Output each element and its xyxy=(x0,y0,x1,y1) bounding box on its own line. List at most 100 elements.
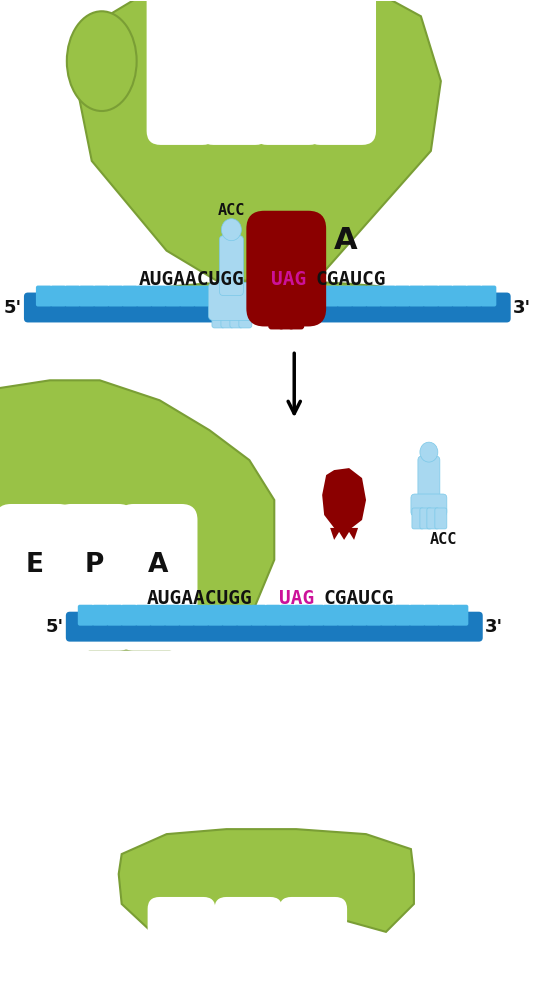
FancyBboxPatch shape xyxy=(323,605,339,626)
Text: P: P xyxy=(85,552,105,578)
Polygon shape xyxy=(330,528,358,540)
FancyBboxPatch shape xyxy=(136,605,151,626)
Text: 3': 3' xyxy=(513,299,531,317)
FancyBboxPatch shape xyxy=(308,605,324,626)
FancyBboxPatch shape xyxy=(427,508,439,529)
FancyBboxPatch shape xyxy=(412,508,424,529)
FancyBboxPatch shape xyxy=(279,897,347,976)
Ellipse shape xyxy=(122,282,431,319)
FancyBboxPatch shape xyxy=(452,605,468,626)
FancyBboxPatch shape xyxy=(265,286,281,307)
FancyBboxPatch shape xyxy=(308,286,324,307)
FancyBboxPatch shape xyxy=(420,508,432,529)
FancyBboxPatch shape xyxy=(239,299,252,328)
Text: CGAUCG: CGAUCG xyxy=(324,589,394,608)
FancyBboxPatch shape xyxy=(251,286,267,307)
FancyBboxPatch shape xyxy=(78,605,94,626)
FancyBboxPatch shape xyxy=(151,286,167,307)
Text: UAG: UAG xyxy=(279,589,315,608)
FancyBboxPatch shape xyxy=(278,302,294,329)
FancyBboxPatch shape xyxy=(219,236,244,296)
FancyBboxPatch shape xyxy=(36,286,52,307)
FancyBboxPatch shape xyxy=(237,286,253,307)
FancyBboxPatch shape xyxy=(121,605,137,626)
FancyBboxPatch shape xyxy=(93,286,109,307)
FancyBboxPatch shape xyxy=(268,302,284,329)
FancyBboxPatch shape xyxy=(147,0,216,145)
FancyBboxPatch shape xyxy=(280,286,296,307)
FancyBboxPatch shape xyxy=(250,605,266,626)
FancyBboxPatch shape xyxy=(150,605,166,626)
FancyBboxPatch shape xyxy=(452,286,468,307)
FancyBboxPatch shape xyxy=(147,897,215,976)
FancyBboxPatch shape xyxy=(136,286,152,307)
FancyBboxPatch shape xyxy=(0,504,75,651)
FancyBboxPatch shape xyxy=(193,605,209,626)
FancyBboxPatch shape xyxy=(411,494,447,516)
FancyBboxPatch shape xyxy=(246,211,326,326)
FancyBboxPatch shape xyxy=(215,897,282,976)
Text: 5': 5' xyxy=(46,618,64,636)
Text: 5': 5' xyxy=(4,299,22,317)
FancyBboxPatch shape xyxy=(294,605,310,626)
FancyBboxPatch shape xyxy=(418,456,440,509)
FancyBboxPatch shape xyxy=(288,302,304,329)
FancyBboxPatch shape xyxy=(481,286,496,307)
FancyBboxPatch shape xyxy=(466,286,482,307)
FancyBboxPatch shape xyxy=(265,605,281,626)
FancyBboxPatch shape xyxy=(437,286,453,307)
FancyBboxPatch shape xyxy=(366,286,382,307)
FancyBboxPatch shape xyxy=(423,286,439,307)
FancyBboxPatch shape xyxy=(208,286,224,307)
Ellipse shape xyxy=(222,219,241,241)
FancyBboxPatch shape xyxy=(107,605,123,626)
FancyBboxPatch shape xyxy=(230,299,243,328)
Polygon shape xyxy=(119,829,414,932)
FancyBboxPatch shape xyxy=(107,286,123,307)
FancyBboxPatch shape xyxy=(179,605,194,626)
FancyBboxPatch shape xyxy=(236,605,252,626)
FancyBboxPatch shape xyxy=(294,286,310,307)
Text: ACC: ACC xyxy=(218,203,245,218)
FancyBboxPatch shape xyxy=(24,293,511,322)
FancyBboxPatch shape xyxy=(380,286,396,307)
FancyBboxPatch shape xyxy=(222,286,238,307)
FancyBboxPatch shape xyxy=(92,605,108,626)
FancyBboxPatch shape xyxy=(423,605,439,626)
FancyBboxPatch shape xyxy=(222,605,238,626)
FancyBboxPatch shape xyxy=(165,286,181,307)
FancyBboxPatch shape xyxy=(409,286,425,307)
FancyBboxPatch shape xyxy=(65,286,81,307)
Text: AUGAACUGG: AUGAACUGG xyxy=(146,589,252,608)
Text: A: A xyxy=(334,226,358,255)
FancyBboxPatch shape xyxy=(221,299,234,328)
FancyBboxPatch shape xyxy=(208,283,254,320)
FancyBboxPatch shape xyxy=(194,286,209,307)
FancyBboxPatch shape xyxy=(279,605,295,626)
FancyBboxPatch shape xyxy=(394,286,410,307)
Ellipse shape xyxy=(420,442,438,462)
FancyBboxPatch shape xyxy=(351,286,367,307)
FancyBboxPatch shape xyxy=(435,508,447,529)
FancyBboxPatch shape xyxy=(337,286,353,307)
FancyBboxPatch shape xyxy=(212,299,225,328)
Text: ACC: ACC xyxy=(430,532,458,547)
FancyBboxPatch shape xyxy=(253,0,323,145)
FancyBboxPatch shape xyxy=(200,0,269,145)
FancyBboxPatch shape xyxy=(409,605,425,626)
FancyBboxPatch shape xyxy=(306,0,376,145)
Polygon shape xyxy=(322,468,366,530)
FancyBboxPatch shape xyxy=(79,286,95,307)
FancyBboxPatch shape xyxy=(323,286,339,307)
FancyBboxPatch shape xyxy=(179,286,195,307)
FancyBboxPatch shape xyxy=(164,605,180,626)
FancyBboxPatch shape xyxy=(380,605,396,626)
FancyBboxPatch shape xyxy=(351,605,367,626)
Text: CGAUCG: CGAUCG xyxy=(316,270,386,289)
Polygon shape xyxy=(0,380,274,650)
FancyBboxPatch shape xyxy=(66,612,483,642)
FancyBboxPatch shape xyxy=(438,605,454,626)
Text: AUGAACUGG: AUGAACUGG xyxy=(138,270,244,289)
FancyBboxPatch shape xyxy=(122,286,138,307)
FancyBboxPatch shape xyxy=(395,605,411,626)
